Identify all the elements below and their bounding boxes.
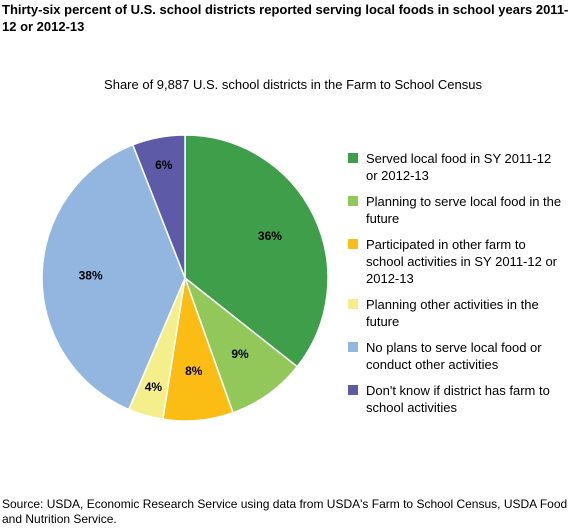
- legend-swatch: [348, 385, 358, 395]
- legend-entry: Planning to serve local food in the futu…: [348, 193, 563, 227]
- legend-entry: Don't know if district has farm to schoo…: [348, 382, 563, 416]
- legend-swatch: [348, 196, 358, 206]
- pie-slice: [184, 134, 329, 368]
- data-label: 38%: [79, 269, 103, 283]
- data-label: 9%: [231, 347, 249, 361]
- source-note: Source: USDA, Economic Research Service …: [2, 497, 568, 526]
- legend-entry: Served local food in SY 2011-12 or 2012-…: [348, 150, 563, 184]
- legend-entry: Participated in other farm to school act…: [348, 236, 563, 287]
- pie-slice: [183, 275, 299, 414]
- legend-label: Planning other activities in the future: [366, 297, 539, 329]
- legend-label: Served local food in SY 2011-12 or 2012-…: [366, 151, 552, 183]
- data-label: 4%: [145, 380, 163, 394]
- legend-swatch: [348, 153, 358, 163]
- legend-entry: No plans to serve local food or conduct …: [348, 339, 563, 373]
- legend-swatch: [348, 342, 358, 352]
- legend-swatch: [348, 299, 358, 309]
- chart-title: Thirty-six percent of U.S. school distri…: [2, 2, 569, 34]
- pie-slice: [41, 143, 186, 411]
- pie-slice: [131, 134, 186, 279]
- legend-label: Participated in other farm to school act…: [366, 237, 558, 286]
- legend-label: Don't know if district has farm to schoo…: [366, 383, 550, 415]
- legend-entry: Planning other activities in the future: [348, 296, 563, 330]
- data-label: 6%: [155, 158, 173, 172]
- legend: Served local food in SY 2011-12 or 2012-…: [348, 150, 563, 425]
- legend-swatch: [348, 239, 358, 249]
- chart-subtitle: Share of 9,887 U.S. school districts in …: [104, 77, 482, 92]
- legend-label: Planning to serve local food in the futu…: [366, 194, 562, 226]
- data-label: 8%: [185, 364, 203, 378]
- legend-label: No plans to serve local food or conduct …: [366, 340, 542, 372]
- data-label: 36%: [258, 229, 282, 243]
